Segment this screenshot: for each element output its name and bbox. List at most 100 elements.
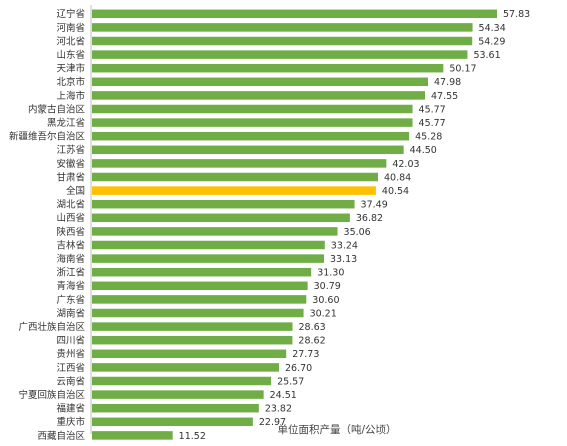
value-label-14: 37.49 xyxy=(361,200,388,211)
category-label-0: 辽宁省 xyxy=(56,8,85,20)
value-label-1: 54.34 xyxy=(479,23,506,34)
bar-27 xyxy=(92,376,272,386)
category-label-31: 西藏自治区 xyxy=(37,430,85,442)
value-label-5: 47.98 xyxy=(434,77,461,88)
bar-3 xyxy=(92,50,468,59)
category-label-19: 浙江省 xyxy=(56,267,85,279)
x-axis-label: 单位面积产量（吨/公顷） xyxy=(277,423,396,436)
bar-6 xyxy=(92,91,426,100)
value-label-23: 28.63 xyxy=(299,322,326,333)
value-label-13: 40.54 xyxy=(382,186,409,197)
category-label-18: 海南省 xyxy=(56,253,85,265)
value-label-24: 28.62 xyxy=(298,336,325,347)
bar-4 xyxy=(92,63,444,73)
value-label-25: 27.73 xyxy=(292,349,319,360)
value-label-30: 22.97 xyxy=(259,417,286,428)
bar-7 xyxy=(92,104,413,114)
category-label-28: 宁夏回族自治区 xyxy=(18,389,85,401)
bar-24 xyxy=(92,335,293,345)
category-label-5: 北京市 xyxy=(56,76,85,88)
category-label-29: 福建省 xyxy=(56,403,85,415)
value-label-2: 54.29 xyxy=(478,36,505,47)
bar-17 xyxy=(92,240,325,250)
bar-9 xyxy=(92,131,410,141)
category-label-24: 四川省 xyxy=(56,335,85,347)
category-label-15: 山西省 xyxy=(56,212,85,224)
category-label-9: 新疆维吾尔自治区 xyxy=(9,131,86,143)
bar-0 xyxy=(92,9,497,19)
category-label-22: 湖南省 xyxy=(56,307,85,319)
bar-15 xyxy=(92,213,350,223)
bar-14 xyxy=(92,199,355,209)
value-label-17: 33.24 xyxy=(331,240,358,251)
bar-16 xyxy=(92,227,338,236)
category-label-4: 天津市 xyxy=(56,63,85,75)
category-label-17: 吉林省 xyxy=(56,239,85,251)
bar-23 xyxy=(92,322,293,331)
bar-30 xyxy=(92,417,253,427)
category-label-3: 山东省 xyxy=(56,49,85,61)
bar-8 xyxy=(92,118,413,127)
bar-18 xyxy=(92,254,325,263)
value-label-0: 57.83 xyxy=(503,9,530,20)
bar-29 xyxy=(92,403,259,413)
bar-21 xyxy=(92,295,307,304)
category-label-11: 安徽省 xyxy=(56,158,85,170)
value-label-22: 30.21 xyxy=(310,308,337,319)
category-label-2: 河北省 xyxy=(56,35,85,47)
bar-12 xyxy=(92,172,379,182)
bar-28 xyxy=(92,390,264,399)
value-label-20: 30.79 xyxy=(314,281,341,292)
bar-10 xyxy=(92,145,404,155)
bar-11 xyxy=(92,159,387,168)
value-label-19: 31.30 xyxy=(317,268,344,279)
bar-2 xyxy=(92,36,473,46)
category-label-13: 全国 xyxy=(66,185,85,197)
value-label-21: 30.60 xyxy=(312,295,339,306)
bar-25 xyxy=(92,349,287,359)
value-label-31: 11.52 xyxy=(179,431,206,442)
value-label-6: 47.55 xyxy=(431,91,458,102)
category-label-12: 甘肃省 xyxy=(56,171,85,183)
category-labels-group: 辽宁省河南省河北省山东省天津市北京市上海市内蒙古自治区黑龙江省新疆维吾尔自治区江… xyxy=(9,8,86,442)
bar-31 xyxy=(92,431,173,440)
value-label-16: 35.06 xyxy=(344,227,371,238)
value-label-10: 44.50 xyxy=(410,145,437,156)
category-label-8: 黑龙江省 xyxy=(47,117,85,129)
category-label-27: 云南省 xyxy=(56,375,85,387)
bar-22 xyxy=(92,308,304,318)
value-label-26: 26.70 xyxy=(285,363,312,374)
value-label-4: 50.17 xyxy=(449,64,476,75)
bar-13 xyxy=(92,186,376,195)
bar-5 xyxy=(92,77,429,87)
value-label-29: 23.82 xyxy=(265,404,292,415)
category-label-26: 江西省 xyxy=(56,362,85,374)
value-label-11: 42.03 xyxy=(392,159,419,170)
category-label-25: 贵州省 xyxy=(56,348,85,360)
category-label-20: 青海省 xyxy=(56,280,85,292)
value-label-27: 25.57 xyxy=(277,376,304,387)
category-label-30: 重庆市 xyxy=(56,416,85,428)
category-label-7: 内蒙古自治区 xyxy=(28,103,86,115)
value-label-18: 33.13 xyxy=(330,254,357,265)
value-label-9: 45.28 xyxy=(415,132,442,143)
value-label-3: 53.61 xyxy=(473,50,500,61)
category-label-14: 湖北省 xyxy=(56,199,85,211)
value-labels-group: 57.83 54.34 54.29 53.61 50.17 47.98 47.55 45.77… xyxy=(179,9,531,442)
category-label-1: 河南省 xyxy=(56,22,85,34)
value-label-15: 36.82 xyxy=(356,213,383,224)
category-label-6: 上海市 xyxy=(56,90,85,102)
category-label-16: 陕西省 xyxy=(56,226,85,238)
value-label-28: 24.51 xyxy=(270,390,297,401)
bar-26 xyxy=(92,363,279,372)
bar-19 xyxy=(92,267,312,277)
category-label-21: 广东省 xyxy=(56,294,85,306)
value-label-12: 40.84 xyxy=(384,172,411,183)
bars-group xyxy=(92,9,497,440)
bar-1 xyxy=(92,23,473,32)
value-label-7: 45.77 xyxy=(419,104,446,115)
value-label-8: 45.77 xyxy=(419,118,446,129)
category-label-23: 广西壮族自治区 xyxy=(18,321,85,333)
bar-20 xyxy=(92,281,308,291)
